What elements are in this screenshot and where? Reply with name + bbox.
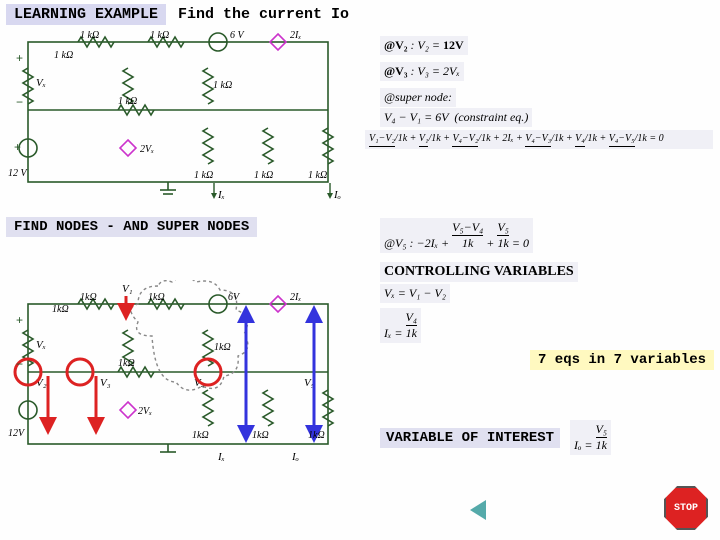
circuit-top: + + − Vₓ 1 kΩ 1 kΩ 1 kΩ 6 V 2Iₓ 1 kΩ 1 k… xyxy=(8,28,358,208)
svg-text:1kΩ: 1kΩ xyxy=(118,358,135,369)
svg-text:2Vₓ: 2Vₓ xyxy=(138,406,152,417)
eq-voi: Iₒ = V₅1k xyxy=(570,420,611,455)
svg-text:1kΩ: 1kΩ xyxy=(252,430,269,441)
controlling-vars-title: CONTROLLING VARIABLES xyxy=(380,262,578,282)
stop-icon[interactable]: STOP xyxy=(664,486,708,530)
svg-text:1 kΩ: 1 kΩ xyxy=(213,80,232,91)
svg-text:2Iₓ: 2Iₓ xyxy=(290,30,301,41)
svg-text:1 kΩ: 1 kΩ xyxy=(54,50,73,61)
eq-v5: @V₅ : −2Iₓ + V₅−V₄1k + V₅1k = 0 xyxy=(380,218,533,253)
svg-text:1 kΩ: 1 kΩ xyxy=(194,170,213,181)
label-vx: Vₓ xyxy=(36,77,46,89)
svg-text:1kΩ: 1kΩ xyxy=(308,430,325,441)
svg-text:1kΩ: 1kΩ xyxy=(192,430,209,441)
svg-text:6V: 6V xyxy=(228,292,241,303)
svg-text:2Iₓ: 2Iₓ xyxy=(290,292,301,303)
back-icon[interactable] xyxy=(470,500,486,520)
svg-text:1 kΩ: 1 kΩ xyxy=(80,30,99,41)
svg-text:+: + xyxy=(14,140,21,154)
eq-supernode-kcl: V₁−V₂/1k + V₁/1k + V₄−V₂/1k + 2Iₓ + V₄−V… xyxy=(365,130,713,149)
eq-cv-vx: Vₓ = V₁ − V₂ xyxy=(380,284,450,303)
svg-text:1kΩ: 1kΩ xyxy=(80,292,97,303)
svg-text:1kΩ: 1kΩ xyxy=(214,342,231,353)
svg-text:−: − xyxy=(16,95,23,109)
seven-eqs-badge: 7 eqs in 7 variables xyxy=(530,350,714,370)
svg-text:1kΩ: 1kΩ xyxy=(148,292,165,303)
eq-cv-ix: Iₓ = V₄1k xyxy=(380,308,421,343)
svg-text:Iₒ: Iₒ xyxy=(291,451,299,463)
eq-supernode-lbl: @super node: xyxy=(380,88,456,107)
eq-supernode-constraint: V₄ − V₁ = 6V (constraint eq.) xyxy=(380,108,532,127)
svg-text:Iₓ: Iₓ xyxy=(217,189,225,201)
page-subtitle: Find the current Io xyxy=(178,6,349,23)
svg-text:6 V: 6 V xyxy=(230,30,246,41)
svg-text:1 kΩ: 1 kΩ xyxy=(308,170,327,181)
svg-text:2Vₓ: 2Vₓ xyxy=(140,144,154,155)
svg-text:12 V: 12 V xyxy=(8,168,29,179)
svg-text:Vₓ: Vₓ xyxy=(36,339,46,351)
svg-text:12V: 12V xyxy=(8,428,26,439)
eq-v2: @V₂ : V₂ = 12V xyxy=(380,36,468,55)
learning-example-badge: LEARNING EXAMPLE xyxy=(6,4,166,25)
svg-text:−: − xyxy=(16,357,23,371)
circuit-bottom: V₁ V₂ V₃ V₄ V₅ + − Vₓ 1kΩ 1kΩ 1kΩ 6V 2Iₓ… xyxy=(8,280,358,480)
svg-text:Iₒ: Iₒ xyxy=(333,189,341,201)
svg-text:1 kΩ: 1 kΩ xyxy=(254,170,273,181)
svg-text:1 kΩ: 1 kΩ xyxy=(118,96,137,107)
eq-v3: @V₃ : V₃ = 2Vₓ xyxy=(380,62,464,81)
svg-text:1kΩ: 1kΩ xyxy=(52,304,69,315)
find-nodes-subheader: FIND NODES - AND SUPER NODES xyxy=(6,217,257,237)
svg-text:1 kΩ: 1 kΩ xyxy=(150,30,169,41)
svg-text:Iₓ: Iₓ xyxy=(217,451,225,463)
svg-text:V₃: V₃ xyxy=(100,377,111,389)
svg-text:+: + xyxy=(16,313,23,327)
svg-text:+: + xyxy=(16,51,23,65)
variable-of-interest-badge: VARIABLE OF INTEREST xyxy=(380,428,560,448)
svg-text:V₁: V₁ xyxy=(122,283,133,295)
